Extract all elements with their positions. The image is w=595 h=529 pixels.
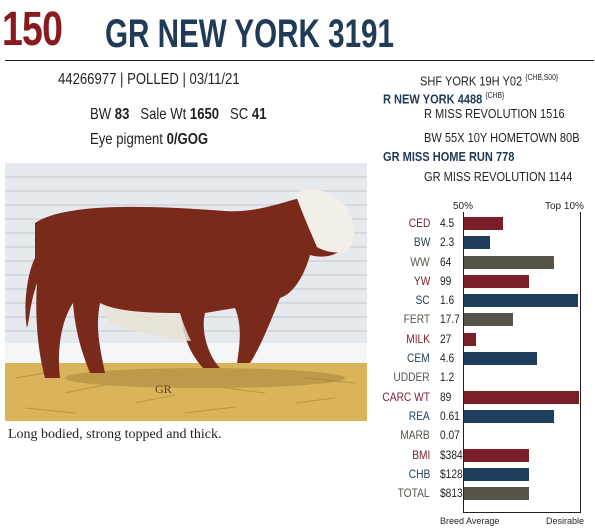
bull-photo: GR <box>5 163 367 421</box>
epd-breed-avg-marker: 50% <box>453 201 474 212</box>
bw-label: BW <box>90 106 112 123</box>
salewt-label: Sale Wt <box>140 106 187 123</box>
epd-value: 64 <box>440 254 452 269</box>
epd-value: 4.6 <box>440 351 455 366</box>
pedigree-sire-dam: R MISS REVOLUTION 1516 <box>424 106 565 121</box>
epd-right-border <box>580 212 581 512</box>
epd-label: WW <box>410 254 430 269</box>
epd-row-bmi: BMI $384 <box>370 446 580 465</box>
epd-bar <box>464 467 529 481</box>
epd-row-ced: CED 4.5 <box>370 214 580 233</box>
epd-label: UDDER <box>393 370 430 385</box>
epd-label: MILK <box>406 331 430 346</box>
epd-label: BW <box>413 235 430 250</box>
eye-pigment-line: Eye pigment 0/GOG <box>90 130 208 150</box>
epd-row-total: TOTAL $813 <box>370 484 580 503</box>
epd-row-bw: BW 2.3 <box>370 233 580 252</box>
epd-row-udder: UDDER 1.2 <box>370 368 580 387</box>
epd-row-milk: MILK 27 <box>370 330 580 349</box>
epd-value: 0.61 <box>440 408 460 423</box>
epd-label: CHB <box>408 466 430 481</box>
bw-value: 83 <box>114 106 130 123</box>
epd-label: FERT <box>403 312 430 327</box>
eye-label: Eye pigment <box>90 131 163 148</box>
epd-label: TOTAL <box>398 486 430 501</box>
sc-label: SC <box>230 106 249 123</box>
description-caption: Long bodied, strong topped and thick. <box>8 427 222 442</box>
epd-bar <box>464 448 529 462</box>
epd-table: CED 4.5 BW 2.3 WW 64 YW 99 SC 1.6 FERT 17.7 MILK 27 CE… <box>370 214 580 503</box>
sc-value: 41 <box>251 106 267 123</box>
epd-value: $128 <box>440 466 463 481</box>
epd-label: SC <box>415 293 430 308</box>
epd-bar <box>464 409 554 423</box>
epd-footer-left: Breed Average <box>440 516 500 526</box>
registration-line: 44266977 | POLLED | 03/11/21 <box>58 71 240 88</box>
epd-label: CARC WT <box>382 389 430 404</box>
epd-baseline <box>463 212 464 512</box>
epd-row-fert: FERT 17.7 <box>370 310 580 329</box>
epd-bar <box>464 255 554 269</box>
epd-row-cem: CEM 4.6 <box>370 349 580 368</box>
epd-value: 2.3 <box>440 235 455 250</box>
epd-value: 1.2 <box>440 370 455 385</box>
pedigree-sire-sire: SHF YORK 19H Y02 {CHB,S00} <box>420 73 559 89</box>
pedigree-dam: GR MISS HOME RUN 778 <box>383 149 515 164</box>
epd-value: 1.6 <box>440 293 455 308</box>
header-divider <box>5 60 594 61</box>
epd-bar <box>464 274 529 288</box>
epd-label: MARB <box>400 428 430 443</box>
photo-watermark: GR <box>155 382 172 396</box>
epd-value: 27 <box>440 331 452 346</box>
epd-row-yw: YW 99 <box>370 272 580 291</box>
epd-label: BMI <box>411 447 430 462</box>
epd-row-chb: CHB $128 <box>370 465 580 484</box>
epd-bar <box>464 236 490 250</box>
epd-value: 0.07 <box>440 428 460 443</box>
epd-value: 89 <box>440 389 452 404</box>
weights-line: BW 83 Sale Wt 1650 SC 41 <box>90 105 267 125</box>
epd-row-marb: MARB 0.07 <box>370 426 580 445</box>
epd-label: REA <box>409 408 430 423</box>
epd-axis <box>463 512 581 513</box>
epd-bar <box>464 332 476 346</box>
epd-bar <box>464 390 579 404</box>
epd-value: 99 <box>440 273 452 288</box>
epd-value: 17.7 <box>440 312 460 327</box>
salewt-value: 1650 <box>189 106 220 123</box>
lot-number: 150 <box>2 3 63 56</box>
animal-name: GR NEW YORK 3191 <box>105 12 394 56</box>
epd-label: CEM <box>407 351 430 366</box>
pedigree-dam-sire: BW 55X 10Y HOMETOWN 80B <box>424 130 580 145</box>
epd-bar <box>464 217 503 230</box>
epd-bar <box>464 487 529 501</box>
epd-value: $813 <box>440 486 463 501</box>
epd-bar <box>464 352 537 366</box>
eye-value: 0/GOG <box>166 131 209 148</box>
epd-label: CED <box>408 216 430 230</box>
epd-row-ww: WW 64 <box>370 253 580 272</box>
epd-row-sc: SC 1.6 <box>370 291 580 310</box>
epd-row-carc-wt: CARC WT 89 <box>370 388 580 407</box>
epd-value: $384 <box>440 447 463 462</box>
epd-label: YW <box>413 273 430 288</box>
epd-value: 4.5 <box>440 216 455 230</box>
epd-bar <box>464 313 513 327</box>
epd-bar <box>464 294 578 308</box>
epd-footer-right: Desirable <box>546 516 585 526</box>
pedigree-sire: R NEW YORK 4488 {CHB} <box>383 91 505 107</box>
pedigree-dam-dam: GR MISS REVOLUTION 1144 <box>424 169 573 184</box>
epd-row-rea: REA 0.61 <box>370 407 580 426</box>
epd-top-marker: Top 10% <box>545 201 584 212</box>
